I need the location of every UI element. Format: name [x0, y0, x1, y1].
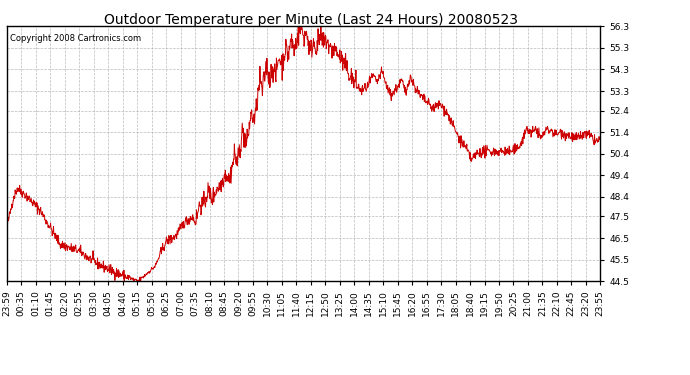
- Text: Copyright 2008 Cartronics.com: Copyright 2008 Cartronics.com: [10, 34, 141, 43]
- Text: Outdoor Temperature per Minute (Last 24 Hours) 20080523: Outdoor Temperature per Minute (Last 24 …: [104, 13, 518, 27]
